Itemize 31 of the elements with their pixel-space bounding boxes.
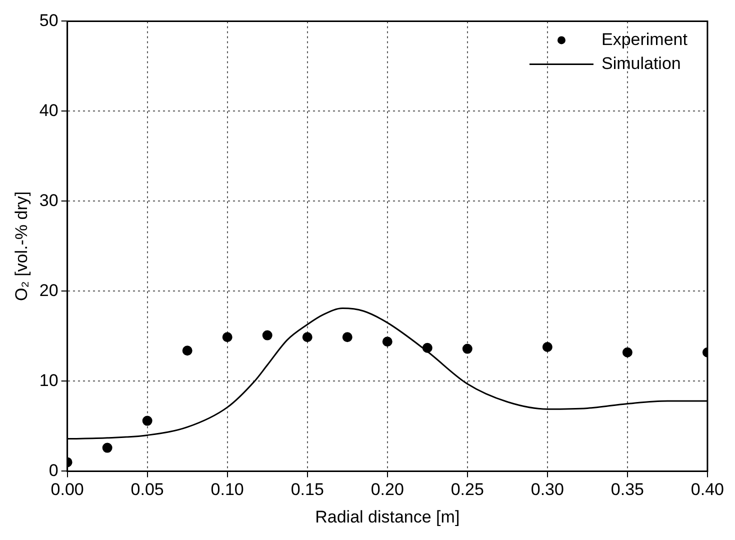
x-tick-label: 0.35 xyxy=(610,480,644,500)
y-tick-label: 30 xyxy=(39,190,58,210)
x-tick-label: 0.05 xyxy=(130,480,164,500)
x-tick-label: 0.15 xyxy=(290,480,324,500)
y-tick-label: 0 xyxy=(48,460,58,480)
point xyxy=(422,342,432,353)
point xyxy=(542,342,552,352)
point xyxy=(382,336,392,347)
legend-label: Experiment xyxy=(601,30,688,49)
x-tick-label: 0.30 xyxy=(530,480,564,500)
point xyxy=(222,332,232,342)
x-tick-label: 0.20 xyxy=(370,480,404,500)
point xyxy=(182,346,192,356)
point xyxy=(622,347,632,358)
x-tick-label: 0.40 xyxy=(690,480,724,500)
legend-label: Simulation xyxy=(601,54,681,73)
y-tick-label: 40 xyxy=(39,100,58,120)
x-tick-label: 0.25 xyxy=(450,480,484,500)
point xyxy=(462,344,472,354)
y-tick-label: 50 xyxy=(39,10,58,30)
point xyxy=(262,330,272,340)
x-tick-label: 0.00 xyxy=(50,480,84,500)
y-tick-label: 20 xyxy=(39,280,58,300)
x-axis-title: Radial distance [m] xyxy=(315,507,460,526)
x-tick-label: 0.10 xyxy=(210,480,244,500)
point xyxy=(342,332,352,342)
point xyxy=(102,442,112,453)
y-axis-title: O₂ [vol.-% dry] xyxy=(12,191,31,301)
point xyxy=(142,416,152,426)
point xyxy=(302,332,312,342)
y-tick-label: 10 xyxy=(39,370,58,390)
